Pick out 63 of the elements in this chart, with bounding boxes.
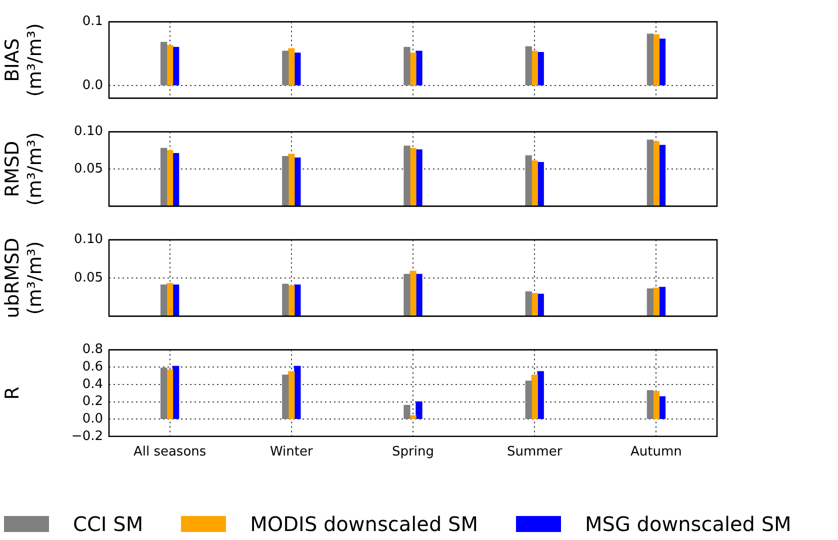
bar xyxy=(531,374,538,420)
y-axis-title: R xyxy=(1,386,24,400)
x-tick-label: Autumn xyxy=(630,444,682,460)
bar xyxy=(652,34,660,86)
bar xyxy=(166,369,174,420)
bar xyxy=(404,146,410,206)
y-tick-label: −0.2 xyxy=(71,428,103,444)
y-axis-title: ubRMSD (m³/m³) xyxy=(1,238,46,318)
legend-label: CCI SM xyxy=(73,512,144,536)
y-axis-title: BIAS (m³/m³) xyxy=(1,23,46,97)
y-tick-label: 0.4 xyxy=(82,376,103,392)
bar xyxy=(416,50,422,86)
y-tick-label: 0.10 xyxy=(74,124,103,140)
bar xyxy=(404,404,410,420)
bar xyxy=(294,366,301,420)
bar xyxy=(404,46,410,86)
bar xyxy=(531,50,538,86)
bar xyxy=(282,156,289,206)
bar xyxy=(537,52,544,86)
y-tick-label: 0.10 xyxy=(74,232,103,248)
bar xyxy=(172,46,180,86)
bar xyxy=(652,391,660,420)
bar xyxy=(282,284,289,316)
bar xyxy=(658,38,666,86)
bar xyxy=(537,371,544,420)
x-tick-label: Spring xyxy=(392,444,434,460)
bar xyxy=(646,288,654,316)
bar xyxy=(288,48,295,86)
bar xyxy=(160,284,168,316)
bar xyxy=(172,366,180,420)
y-tick-label: 0.8 xyxy=(82,342,103,358)
bar xyxy=(160,148,168,206)
bar xyxy=(525,155,532,206)
bar xyxy=(160,368,168,420)
bar xyxy=(646,390,654,420)
y-tick-label: 0.05 xyxy=(74,270,103,286)
bar xyxy=(416,401,422,420)
bar xyxy=(525,380,532,420)
y-tick-label: 0.0 xyxy=(82,411,103,426)
bar xyxy=(410,52,416,86)
y-axis-title: RMSD (m³/m³) xyxy=(1,132,46,206)
bar xyxy=(294,52,301,86)
bar xyxy=(166,45,174,86)
x-tick-label: Winter xyxy=(270,444,314,460)
bar xyxy=(646,34,654,86)
legend-label: MODIS downscaled SM xyxy=(250,512,478,536)
bar xyxy=(646,140,654,206)
y-tick-label: 0.6 xyxy=(82,359,103,374)
legend-label: MSG downscaled SM xyxy=(585,512,792,536)
bar xyxy=(525,46,532,86)
y-tick-label: 0.2 xyxy=(82,394,103,410)
bar xyxy=(288,371,295,420)
y-tick-label: 0.0 xyxy=(82,78,103,93)
bar xyxy=(282,50,289,86)
y-tick-label: 0.05 xyxy=(74,161,103,176)
x-tick-label: Summer xyxy=(507,444,563,460)
bar xyxy=(160,42,168,86)
bar xyxy=(658,396,666,420)
bar xyxy=(404,274,410,316)
x-tick-label: All seasons xyxy=(133,444,206,460)
y-tick-label: 0.1 xyxy=(82,14,103,30)
bar xyxy=(525,291,532,316)
bar xyxy=(282,374,289,420)
